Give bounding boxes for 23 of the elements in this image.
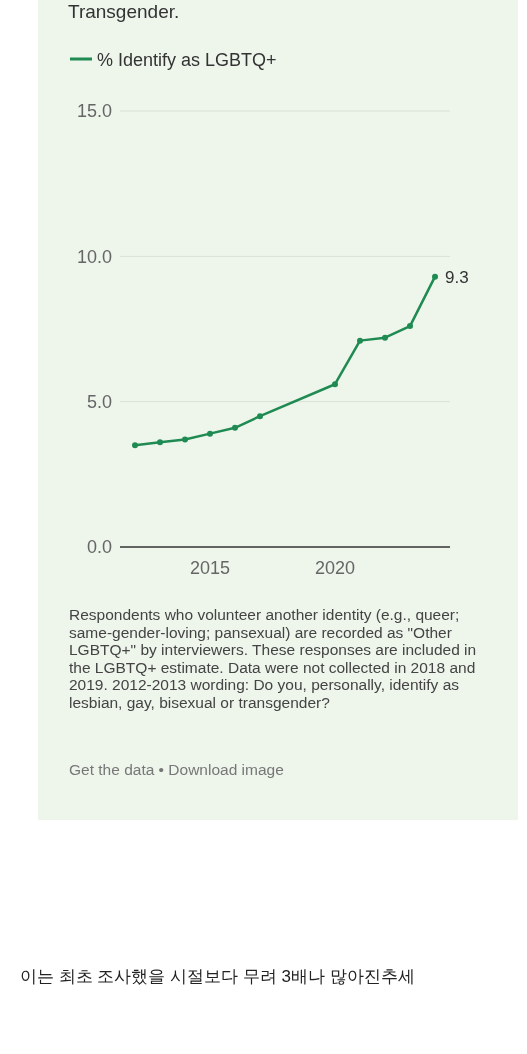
chart-subtitle: Transgender. <box>68 1 180 22</box>
data-label: 9.3 <box>445 267 469 287</box>
point <box>432 273 438 280</box>
x-tick-label: 2015 <box>189 558 231 578</box>
text: 이는 최초 조사했을 시절보다 무려 3배나 많아진추세 <box>20 967 415 986</box>
point <box>407 323 413 330</box>
x-tick-label: 2020 <box>314 558 356 578</box>
point <box>182 436 188 443</box>
point <box>207 430 213 437</box>
point <box>232 424 238 431</box>
text: Get the data • Download image <box>69 761 284 778</box>
y-tick-label: 10.0 <box>76 246 112 267</box>
y-tick-label: 5.0 <box>86 391 112 412</box>
y-tick-label: 0.0 <box>86 537 112 558</box>
legend-label: % Identify as LGBTQ+ <box>97 50 277 70</box>
text: Respondents who volunteer another identity (e.g., queer; same-gender-loving; pansexual) are recorded as "Other LGBTQ+" by interviewers. These responses are included in the LGBTQ+ estimate. Data were not collected in 2018 and 2019. 2012-2013 wording: Do you, personally, identify as lesbian, gay, bisexual or transgender? <box>69 606 477 711</box>
point <box>157 439 163 446</box>
point <box>332 381 338 388</box>
point <box>382 334 388 341</box>
point <box>132 442 138 449</box>
y-tick-label: 15.0 <box>76 101 112 122</box>
point <box>257 413 263 420</box>
point <box>357 337 363 344</box>
